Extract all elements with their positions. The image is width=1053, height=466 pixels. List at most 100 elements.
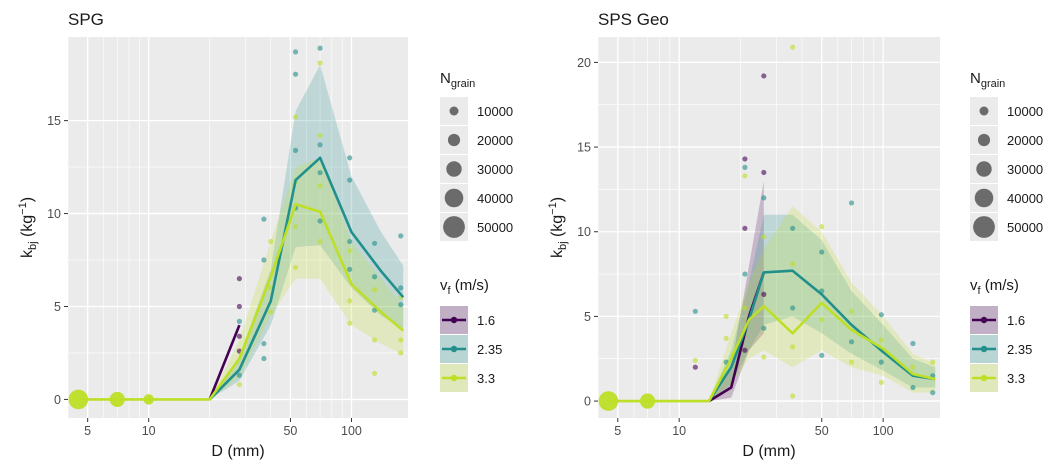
y-label-sub: bj <box>557 241 569 250</box>
data-point-2-35 <box>347 155 353 161</box>
y-label-sub: bj <box>27 241 39 250</box>
y-label-close: ) <box>19 197 36 202</box>
color-legend-dot <box>450 345 458 353</box>
color-legend-title-main: v <box>970 277 978 294</box>
size-legend-dot <box>444 188 464 208</box>
data-point-3-3 <box>371 370 378 376</box>
data-point-3-3 <box>723 313 729 319</box>
data-point-2-35 <box>347 177 353 183</box>
x-axis-label: D (mm) <box>211 443 264 460</box>
size-legend-dot <box>443 216 465 238</box>
color-legend-title-rest: (m/s) <box>981 277 1019 294</box>
data-point-3-3 <box>790 261 796 267</box>
data-point-3-3 <box>819 224 825 230</box>
data-point-3-3 <box>790 393 796 399</box>
series-line-3-3 <box>78 203 405 401</box>
color-legend-label: 3.3 <box>1007 371 1025 386</box>
size-legend-label: 40000 <box>1007 191 1043 206</box>
data-point-2-35 <box>790 305 796 311</box>
data-point-2-35 <box>317 142 323 148</box>
data-point-2-35 <box>347 238 353 245</box>
data-point-1-6 <box>742 225 748 231</box>
data-point-2-35 <box>930 390 936 396</box>
color-legend-title-sub: f <box>978 285 982 297</box>
y-tick-label: 5 <box>584 310 591 324</box>
panel-title: SPS Geo <box>598 10 669 29</box>
color-legend-label: 1.6 <box>1007 313 1025 328</box>
data-point-2-35 <box>878 312 884 318</box>
series-line-2-35 <box>707 269 936 402</box>
data-point-3-3 <box>68 389 89 410</box>
data-point-2-35 <box>878 359 884 365</box>
data-point-1-6 <box>236 333 242 339</box>
x-tick-label: 50 <box>283 424 297 438</box>
data-point-2-35 <box>848 200 855 206</box>
data-point-3-3 <box>317 60 323 66</box>
x-tick-label: 100 <box>341 424 362 438</box>
data-point-3-3 <box>819 317 825 323</box>
data-point-3-3 <box>371 287 378 293</box>
data-point-2-35 <box>236 372 242 378</box>
data-point-2-35 <box>848 339 855 345</box>
data-point-2-35 <box>910 340 916 347</box>
data-point-3-3 <box>910 364 916 370</box>
data-point-3-3 <box>347 298 353 304</box>
size-legend-dot <box>974 188 994 208</box>
legend-color: vf (m/s) 1.6 2.35 3.3 <box>440 277 502 392</box>
data-point-3-3 <box>317 183 323 189</box>
x-tick-label: 5 <box>84 424 91 438</box>
data-point-1-6 <box>742 156 748 162</box>
y-tick-label: 20 <box>577 56 591 70</box>
data-point-2-35 <box>371 274 378 280</box>
data-point-2-35 <box>317 170 323 176</box>
color-legend-title-rest: (m/s) <box>451 277 489 294</box>
ribbon-3-3 <box>608 206 936 402</box>
data-point-2-35 <box>398 302 404 308</box>
size-legend-dot <box>973 216 995 238</box>
size-legend-label: 40000 <box>477 191 513 206</box>
data-point-3-3 <box>878 379 884 386</box>
data-point-1-6 <box>761 169 767 176</box>
x-tick-label: 50 <box>815 424 829 438</box>
x-tick-label: 10 <box>672 424 686 438</box>
data-point-2-35 <box>317 218 323 224</box>
color-legend-dot <box>980 345 988 353</box>
color-legend-label: 2.35 <box>1007 342 1032 357</box>
data-point-3-3 <box>398 350 404 356</box>
data-point-2-35 <box>347 266 353 272</box>
color-legend-dot <box>450 374 458 382</box>
data-point-2-35 <box>261 355 267 362</box>
size-legend-dot <box>979 106 989 116</box>
data-point-2-35 <box>371 240 378 246</box>
size-legend-label: 10000 <box>1007 104 1043 119</box>
data-point-3-3 <box>723 335 729 342</box>
data-point-2-35 <box>819 352 825 358</box>
y-label-unit: (kg <box>19 215 36 242</box>
data-point-3-3 <box>790 344 796 350</box>
size-legend-label: 20000 <box>477 133 513 148</box>
data-point-1-6 <box>761 291 767 297</box>
color-legend-title-sub: f <box>448 285 452 297</box>
size-legend-label: 50000 <box>477 220 513 235</box>
y-tick-label: 15 <box>577 141 591 155</box>
data-point-3-3 <box>347 248 353 254</box>
y-axis-label: kbj (kg−1) <box>17 197 39 258</box>
size-legend-title-main: N <box>970 70 981 87</box>
data-point-2-35 <box>819 249 825 255</box>
data-point-3-3 <box>317 132 323 139</box>
data-point-1-6 <box>236 303 242 310</box>
size-legend-label: 20000 <box>1007 133 1043 148</box>
color-legend-label: 2.35 <box>477 342 502 357</box>
data-point-2-35 <box>742 164 748 170</box>
series-line-3-3 <box>608 301 936 403</box>
data-point-2-35 <box>398 285 404 291</box>
x-axis-label: D (mm) <box>742 443 795 460</box>
legend-color: vf (m/s) 1.6 2.35 3.3 <box>970 277 1032 392</box>
series-line-2-35 <box>208 156 405 401</box>
y-label-main: k <box>549 249 566 258</box>
data-point-3-3 <box>930 359 936 365</box>
data-point-3-3 <box>848 308 855 314</box>
